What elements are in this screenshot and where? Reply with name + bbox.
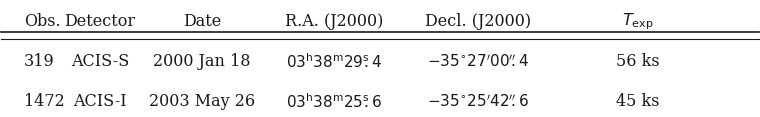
Text: $T_{\rm exp}$: $T_{\rm exp}$: [622, 12, 654, 32]
Text: Date: Date: [183, 13, 221, 30]
Text: 319: 319: [24, 53, 55, 70]
Text: 56 ks: 56 ks: [616, 53, 659, 70]
Text: 2000 Jan 18: 2000 Jan 18: [154, 53, 251, 70]
Text: ACIS-S: ACIS-S: [71, 53, 129, 70]
Text: $03^{\rm h}38^{\rm m}29^{\rm s}\!\!.4$: $03^{\rm h}38^{\rm m}29^{\rm s}\!\!.4$: [287, 53, 383, 71]
Text: $03^{\rm h}38^{\rm m}25^{\rm s}\!\!.6$: $03^{\rm h}38^{\rm m}25^{\rm s}\!\!.6$: [287, 93, 383, 111]
Text: 1472: 1472: [24, 93, 65, 110]
Text: R.A. (J2000): R.A. (J2000): [285, 13, 384, 30]
Text: Decl. (J2000): Decl. (J2000): [426, 13, 531, 30]
Text: Detector: Detector: [65, 13, 135, 30]
Text: Obs.: Obs.: [24, 13, 61, 30]
Text: ACIS-I: ACIS-I: [73, 93, 127, 110]
Text: $-35^{\circ}27'00''\!\!.4$: $-35^{\circ}27'00''\!\!.4$: [427, 54, 530, 70]
Text: $-35^{\circ}25'42''\!\!.6$: $-35^{\circ}25'42''\!\!.6$: [427, 94, 530, 110]
Text: 2003 May 26: 2003 May 26: [149, 93, 255, 110]
Text: 45 ks: 45 ks: [616, 93, 659, 110]
